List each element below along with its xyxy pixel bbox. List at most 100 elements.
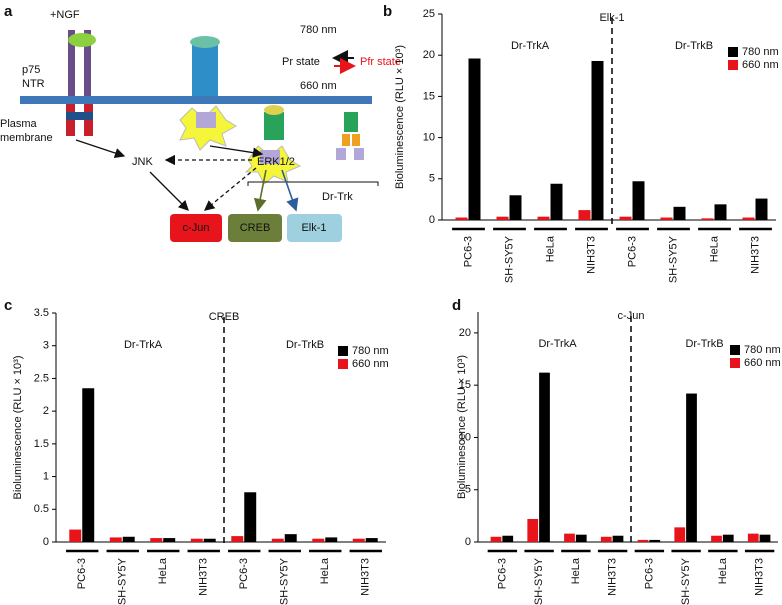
y-tick-label: 3.5 <box>34 307 49 319</box>
y-tick-label: 0 <box>43 536 49 548</box>
y-tick-label: 20 <box>423 49 435 61</box>
legend-label: 660 nm <box>744 357 781 369</box>
y-tick-label: 1.5 <box>34 438 49 450</box>
bar <box>244 492 257 542</box>
arrow <box>75 139 126 159</box>
membrane <box>20 96 372 104</box>
panel-letter: b <box>383 3 392 20</box>
receptor <box>344 112 358 132</box>
group-label: Dr-TrkA <box>538 338 577 350</box>
bar <box>496 216 509 220</box>
chart-title: Elk-1 <box>599 12 624 24</box>
node: ERK1/2 <box>257 156 295 168</box>
x-tick-label: SH-SY5Y <box>667 235 679 283</box>
legend-swatch <box>730 345 740 355</box>
bar <box>714 204 727 220</box>
label: Pr state <box>282 56 320 68</box>
group-label: Dr-TrkA <box>124 339 163 351</box>
receptor <box>352 134 360 146</box>
bar <box>190 538 203 542</box>
bar <box>619 216 632 220</box>
y-tick-label: 0 <box>465 536 471 548</box>
label: 660 nm <box>300 80 337 92</box>
arrow <box>149 171 189 211</box>
bar <box>539 372 550 542</box>
x-tick-label: HeLa <box>319 557 331 584</box>
bar <box>701 218 714 220</box>
receptor <box>336 148 346 160</box>
panel-letter: d <box>452 297 461 314</box>
x-tick-label: NIH3T3 <box>585 236 597 274</box>
bar <box>660 217 673 220</box>
bar <box>527 519 539 542</box>
legend-swatch <box>338 359 348 369</box>
legend-swatch <box>728 60 738 70</box>
x-tick-label: NIH3T3 <box>749 236 761 274</box>
box <box>170 214 222 242</box>
group-label: Dr-TrkB <box>685 338 723 350</box>
legend-swatch <box>730 358 740 368</box>
x-tick-label: SH-SY5Y <box>503 235 515 283</box>
arrow <box>253 169 267 212</box>
bar <box>502 535 514 542</box>
bar <box>575 534 587 542</box>
arrow <box>203 167 257 211</box>
arrow <box>281 169 299 212</box>
legend-label: 660 nm <box>742 59 779 71</box>
y-tick-label: 10 <box>423 132 435 144</box>
panel-letter: c <box>4 297 12 314</box>
arrow <box>209 145 264 158</box>
bar <box>632 181 645 220</box>
x-tick-label: NIH3T3 <box>754 558 766 596</box>
node: JNK <box>132 156 153 168</box>
receptor <box>190 36 220 48</box>
box <box>228 214 282 242</box>
receptor <box>84 30 91 96</box>
bar <box>686 393 697 542</box>
y-tick-label: 10 <box>459 431 471 443</box>
group-label: Dr-TrkA <box>511 40 550 52</box>
legend-label: 780 nm <box>742 46 779 58</box>
bar <box>163 538 176 542</box>
panel-letter: a <box>4 3 13 20</box>
chart-title: CREB <box>209 311 240 323</box>
bar <box>600 536 612 542</box>
bar <box>564 533 575 542</box>
x-tick-label: NIH3T3 <box>198 558 210 596</box>
x-tick-label: NIH3T3 <box>360 558 372 596</box>
bar <box>468 58 481 220</box>
x-tick-label: PC6-3 <box>626 236 638 267</box>
bar <box>674 527 686 542</box>
x-tick-label: SH-SY5Y <box>279 557 291 605</box>
legend-label: 660 nm <box>352 358 389 370</box>
receptor <box>264 112 284 140</box>
bar <box>747 533 759 542</box>
y-tick-label: 0 <box>429 214 435 226</box>
label: 780 nm <box>300 24 337 36</box>
bar <box>284 534 297 542</box>
y-tick-label: 1 <box>43 470 49 482</box>
bar <box>637 539 649 542</box>
receptor <box>260 150 280 164</box>
x-tick-label: PC6-3 <box>643 558 655 589</box>
bar <box>755 198 768 220</box>
legend-swatch <box>728 47 738 57</box>
ngf <box>68 33 96 47</box>
legend-label: 780 nm <box>744 344 781 356</box>
bar <box>203 538 216 542</box>
y-tick-label: 20 <box>459 327 471 339</box>
node: Dr-Trk <box>322 191 353 203</box>
bar <box>550 183 563 220</box>
bar <box>673 206 686 220</box>
chart: c Bioluminescence (RLU × 10³) 0 0.5 1 1.5 2 2.5… <box>4 297 389 605</box>
x-tick-label: HeLa <box>708 235 720 262</box>
chart: b Bioluminescence (RLU × 10³) 0 5 10 15 20 25 PC… <box>383 3 779 283</box>
legend-swatch <box>338 346 348 356</box>
bar <box>312 538 325 542</box>
x-tick-label: PC6-3 <box>238 558 250 589</box>
bar <box>612 535 624 542</box>
receptor <box>342 134 350 146</box>
y-tick-label: 25 <box>423 8 435 20</box>
x-tick-label: PC6-3 <box>462 236 474 267</box>
y-axis-label: Bioluminescence (RLU × 10³) <box>394 45 406 189</box>
